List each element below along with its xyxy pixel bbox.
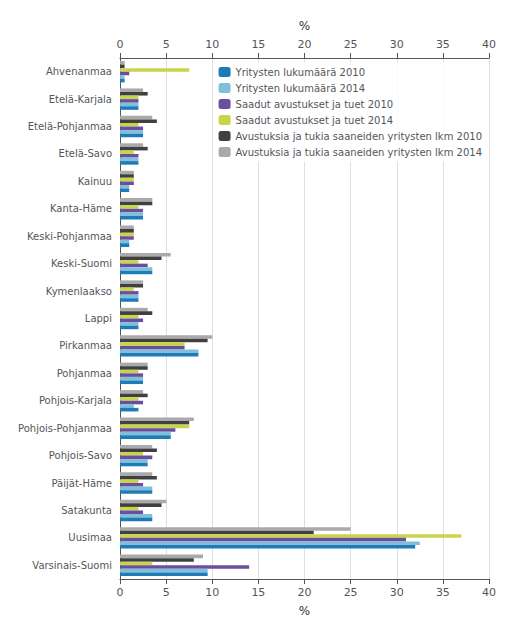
- svg-text:%: %: [299, 604, 310, 618]
- svg-text:Etelä-Karjala: Etelä-Karjala: [49, 94, 112, 105]
- svg-text:Pohjois-Savo: Pohjois-Savo: [49, 450, 112, 461]
- svg-text:Pirkanmaa: Pirkanmaa: [59, 340, 112, 351]
- svg-text:Yritysten lukumäärä 2014: Yritysten lukumäärä 2014: [235, 83, 365, 94]
- svg-text:Saadut avustukset ja tuet 2014: Saadut avustukset ja tuet 2014: [236, 115, 394, 126]
- svg-text:10: 10: [205, 38, 219, 51]
- svg-text:0: 0: [117, 38, 124, 51]
- svg-text:Keski-Pohjanmaa: Keski-Pohjanmaa: [27, 231, 112, 242]
- svg-text:Etelä-Savo: Etelä-Savo: [59, 148, 112, 159]
- svg-text:Etelä-Pohjanmaa: Etelä-Pohjanmaa: [28, 121, 112, 132]
- svg-text:35: 35: [436, 38, 450, 51]
- svg-text:15: 15: [251, 38, 265, 51]
- svg-text:10: 10: [205, 586, 219, 599]
- svg-text:Pohjanmaa: Pohjanmaa: [57, 368, 112, 379]
- svg-text:Uusimaa: Uusimaa: [68, 532, 112, 543]
- svg-text:Päijät-Häme: Päijät-Häme: [52, 478, 112, 489]
- svg-text:Keski-Suomi: Keski-Suomi: [51, 258, 112, 269]
- svg-text:Kanta-Häme: Kanta-Häme: [50, 203, 112, 214]
- svg-text:30: 30: [390, 586, 404, 599]
- svg-text:Saadut avustukset ja tuet 2010: Saadut avustukset ja tuet 2010: [236, 99, 394, 110]
- svg-text:0: 0: [117, 586, 124, 599]
- svg-text:Satakunta: Satakunta: [61, 505, 112, 516]
- svg-text:Lappi: Lappi: [85, 313, 112, 324]
- svg-text:15: 15: [251, 586, 265, 599]
- svg-text:Pohjois-Pohjanmaa: Pohjois-Pohjanmaa: [18, 423, 112, 434]
- svg-text:5: 5: [163, 586, 170, 599]
- svg-text:%: %: [299, 19, 310, 33]
- svg-text:20: 20: [298, 586, 312, 599]
- svg-text:Yritysten lukumäärä 2010: Yritysten lukumäärä 2010: [235, 67, 365, 78]
- svg-text:35: 35: [436, 586, 450, 599]
- svg-text:Kainuu: Kainuu: [78, 176, 112, 187]
- svg-text:25: 25: [344, 38, 358, 51]
- svg-text:40: 40: [482, 38, 496, 51]
- svg-text:Avustuksia ja tukia saaneiden: Avustuksia ja tukia saaneiden yritysten …: [236, 147, 482, 158]
- svg-text:Pohjois-Karjala: Pohjois-Karjala: [39, 395, 112, 406]
- svg-text:Avustuksia ja tukia saaneiden: Avustuksia ja tukia saaneiden yritysten …: [236, 131, 482, 142]
- svg-text:5: 5: [163, 38, 170, 51]
- svg-text:25: 25: [344, 586, 358, 599]
- svg-text:30: 30: [390, 38, 404, 51]
- svg-text:40: 40: [482, 586, 496, 599]
- svg-text:Ahvenanmaa: Ahvenanmaa: [46, 66, 112, 77]
- svg-text:20: 20: [298, 38, 312, 51]
- svg-text:Kymenlaakso: Kymenlaakso: [46, 286, 112, 297]
- svg-text:Varsinais-Suomi: Varsinais-Suomi: [32, 560, 112, 571]
